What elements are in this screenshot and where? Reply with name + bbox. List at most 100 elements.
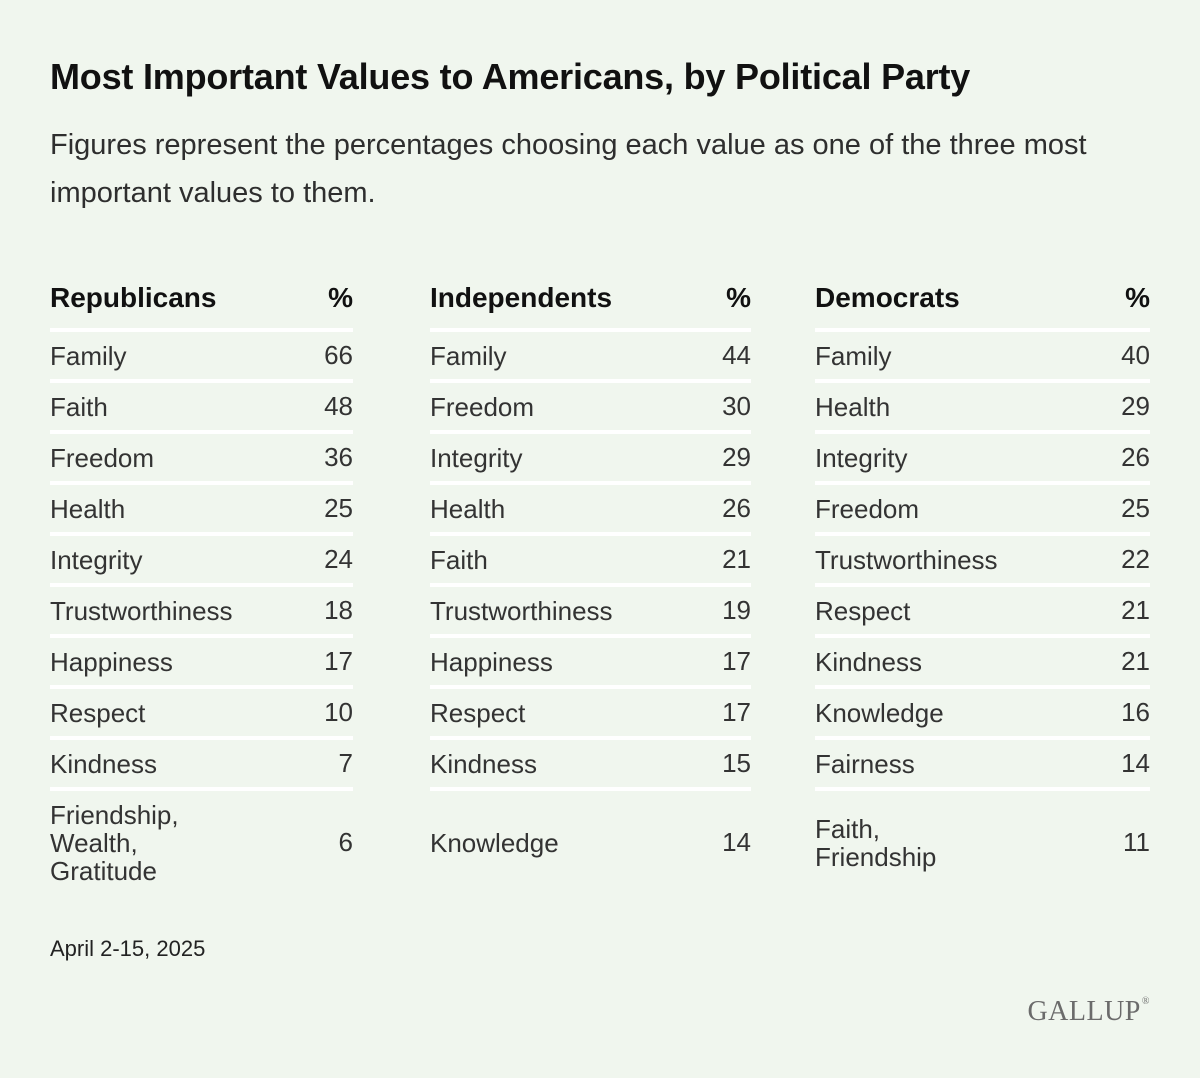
table-row: Happiness 17	[430, 638, 751, 689]
table-row: Integrity 26	[815, 434, 1150, 485]
value-label: Family	[815, 340, 892, 371]
value-label: Freedom	[430, 391, 535, 422]
percent-header: %	[726, 282, 751, 313]
table-row: Family 44	[430, 332, 751, 383]
percent-value: 29	[1121, 391, 1150, 421]
table-row: Faith 21	[430, 536, 751, 587]
value-label: Integrity	[815, 442, 908, 473]
table-row: Health 29	[815, 383, 1150, 434]
value-label: Happiness	[50, 646, 173, 677]
party-header: Republicans	[50, 282, 217, 313]
value-label: Trustworthiness	[815, 544, 998, 575]
percent-value: 7	[338, 748, 353, 778]
value-label: Kindness	[50, 748, 157, 779]
percent-value: 19	[722, 595, 751, 625]
percent-value: 6	[338, 827, 353, 857]
table-row: Freedom 25	[815, 485, 1150, 536]
percent-header: %	[1125, 282, 1150, 313]
table-row: Friendship, Wealth, Gratitude 6	[50, 791, 353, 894]
percent-value: 30	[722, 391, 751, 421]
percent-value: 10	[324, 697, 353, 727]
percent-value: 16	[1121, 697, 1150, 727]
value-label: Health	[50, 493, 126, 524]
percent-value: 25	[324, 493, 353, 523]
value-label: Fairness	[815, 748, 915, 779]
gallup-logo: GALLUP®	[1027, 996, 1150, 1027]
chart-subtitle: Figures represent the percentages choosi…	[50, 129, 1087, 209]
table-row: Fairness 14	[815, 740, 1150, 791]
percent-value: 11	[1123, 827, 1150, 857]
table-row: Health 26	[430, 485, 751, 536]
value-label: Freedom	[50, 442, 155, 473]
table-row: Family 40	[815, 332, 1150, 383]
party-header: Democrats	[815, 282, 960, 313]
percent-header: %	[328, 282, 353, 313]
value-label: Family	[50, 340, 127, 371]
column-democrats: Democrats% Family 40 Health 29 Integrity 26 Fre…	[815, 280, 1150, 894]
column-republicans: Republicans% Family 66 Faith 48 Freedom 36 Heal…	[50, 280, 353, 894]
percent-value: 17	[722, 646, 751, 676]
percent-value: 21	[722, 544, 751, 574]
table-row: Respect 17	[430, 689, 751, 740]
table-row: Trustworthiness 19	[430, 587, 751, 638]
percent-value: 18	[324, 595, 353, 625]
table-row: Kindness 21	[815, 638, 1150, 689]
column-independents: Independents% Family 44 Freedom 30 Integrity 2…	[430, 280, 751, 894]
percent-value: 14	[1121, 748, 1150, 778]
value-label: Family	[430, 340, 507, 371]
percent-value: 14	[722, 827, 751, 857]
table-row: Health 25	[50, 485, 353, 536]
value-label: Faith	[430, 544, 488, 575]
value-label: Faith, Friendship	[815, 813, 937, 872]
value-label: Friendship, Wealth, Gratitude	[50, 799, 179, 886]
percent-value: 66	[324, 340, 353, 370]
percent-value: 48	[324, 391, 353, 421]
percent-value: 22	[1121, 544, 1150, 574]
table-row: Freedom 36	[50, 434, 353, 485]
value-label: Integrity	[50, 544, 143, 575]
table-row: Kindness 15	[430, 740, 751, 791]
column-header: Republicans%	[50, 280, 353, 332]
value-label: Freedom	[815, 493, 920, 524]
table-row: Kindness 7	[50, 740, 353, 791]
table-row: Respect 21	[815, 587, 1150, 638]
table-row: Family 66	[50, 332, 353, 383]
percent-value: 21	[1121, 646, 1150, 676]
table-row: Integrity 24	[50, 536, 353, 587]
table-row: Knowledge 14	[430, 791, 751, 894]
value-label: Happiness	[430, 646, 553, 677]
percent-value: 29	[722, 442, 751, 472]
table-row: Integrity 29	[430, 434, 751, 485]
table-row: Respect 10	[50, 689, 353, 740]
percent-value: 21	[1121, 595, 1150, 625]
value-label: Integrity	[430, 442, 523, 473]
column-header: Democrats%	[815, 280, 1150, 332]
column-header: Independents%	[430, 280, 751, 332]
value-label: Kindness	[815, 646, 922, 677]
percent-value: 24	[324, 544, 353, 574]
value-label: Knowledge	[815, 697, 944, 728]
table-row: Trustworthiness 22	[815, 536, 1150, 587]
percent-value: 25	[1121, 493, 1150, 523]
percent-value: 17	[722, 697, 751, 727]
value-label: Faith	[50, 391, 108, 422]
chart-title: Most Important Values to Americans, by P…	[50, 56, 971, 97]
value-label: Respect	[815, 595, 911, 626]
value-label: Knowledge	[430, 827, 559, 858]
percent-value: 15	[722, 748, 751, 778]
value-label: Kindness	[430, 748, 537, 779]
percent-value: 17	[324, 646, 353, 676]
percent-value: 40	[1121, 340, 1150, 370]
table-row: Knowledge 16	[815, 689, 1150, 740]
percent-value: 26	[722, 493, 751, 523]
table-row: Happiness 17	[50, 638, 353, 689]
percent-value: 36	[324, 442, 353, 472]
table-row: Faith, Friendship 11	[815, 791, 1150, 894]
table-row: Faith 48	[50, 383, 353, 434]
value-label: Respect	[50, 697, 146, 728]
value-label: Health	[430, 493, 506, 524]
table-row: Trustworthiness 18	[50, 587, 353, 638]
table-row: Freedom 30	[430, 383, 751, 434]
percent-value: 44	[722, 340, 751, 370]
percent-value: 26	[1121, 442, 1150, 472]
